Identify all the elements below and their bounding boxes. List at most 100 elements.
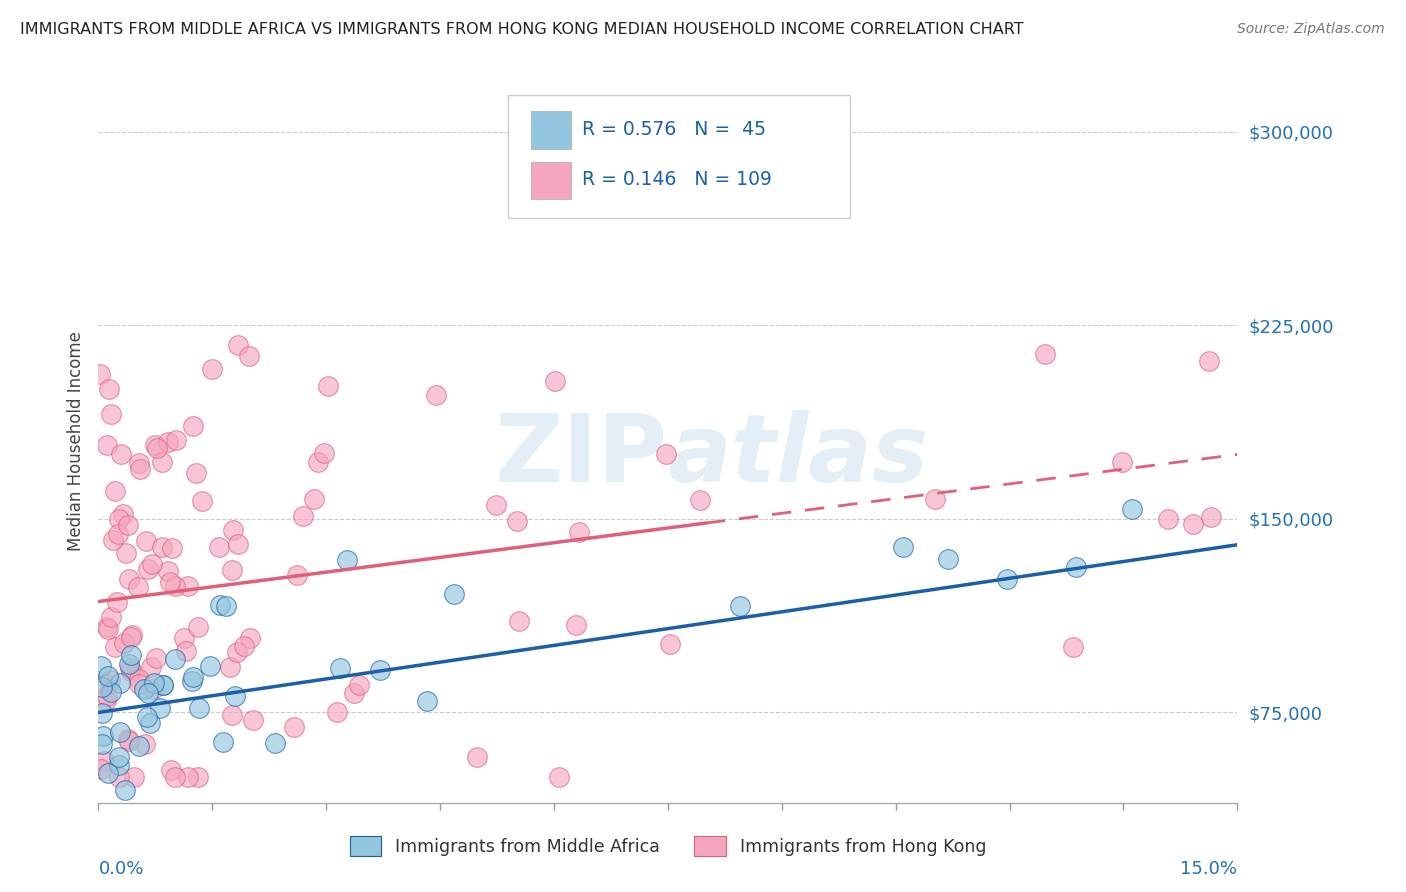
Point bbox=[97, 669, 120, 683]
Point bbox=[222, 523, 245, 537]
FancyBboxPatch shape bbox=[509, 95, 851, 218]
Point bbox=[224, 690, 246, 704]
Point bbox=[181, 419, 204, 434]
Point bbox=[316, 379, 339, 393]
Point bbox=[443, 587, 465, 601]
Point bbox=[368, 663, 391, 677]
Point bbox=[343, 686, 366, 700]
Point bbox=[127, 581, 149, 595]
Point bbox=[145, 651, 167, 665]
Point bbox=[96, 620, 118, 634]
Point bbox=[181, 674, 204, 689]
Point bbox=[329, 661, 352, 675]
Point bbox=[233, 639, 256, 653]
Point bbox=[117, 731, 139, 746]
Point bbox=[141, 660, 163, 674]
Point bbox=[108, 512, 131, 526]
Point bbox=[728, 599, 751, 613]
Point bbox=[110, 447, 132, 461]
Point bbox=[208, 598, 231, 612]
Point bbox=[134, 682, 156, 697]
Point bbox=[1066, 559, 1088, 574]
Point bbox=[264, 736, 287, 750]
Point bbox=[104, 640, 127, 654]
Point bbox=[101, 533, 124, 548]
Point bbox=[326, 706, 349, 720]
Point bbox=[425, 387, 447, 401]
Point bbox=[1111, 455, 1133, 469]
Point bbox=[108, 725, 131, 739]
Point bbox=[152, 678, 174, 692]
Point bbox=[128, 456, 150, 470]
Point bbox=[128, 677, 150, 691]
Point bbox=[139, 716, 162, 731]
Point bbox=[689, 493, 711, 508]
Point bbox=[97, 766, 120, 780]
Point bbox=[564, 617, 586, 632]
Point bbox=[312, 446, 335, 460]
Point bbox=[924, 492, 946, 507]
Point bbox=[221, 563, 243, 577]
Point bbox=[159, 575, 181, 590]
Point bbox=[568, 524, 591, 539]
Point bbox=[120, 630, 142, 644]
Point bbox=[283, 720, 305, 734]
Point bbox=[165, 770, 187, 784]
Point bbox=[145, 441, 167, 455]
Point bbox=[120, 664, 142, 678]
Point bbox=[228, 537, 250, 551]
Point bbox=[201, 361, 224, 376]
Point bbox=[285, 568, 308, 582]
Point bbox=[219, 660, 242, 674]
Text: IMMIGRANTS FROM MIDDLE AFRICA VS IMMIGRANTS FROM HONG KONG MEDIAN HOUSEHOLD INCO: IMMIGRANTS FROM MIDDLE AFRICA VS IMMIGRA… bbox=[20, 22, 1024, 37]
Point bbox=[121, 628, 143, 642]
Point bbox=[176, 770, 198, 784]
Point bbox=[465, 749, 488, 764]
Point bbox=[135, 534, 157, 549]
Point bbox=[347, 678, 370, 692]
Point bbox=[221, 708, 243, 723]
Point bbox=[98, 382, 121, 396]
Point bbox=[302, 491, 325, 506]
Point bbox=[93, 754, 115, 768]
Text: 15.0%: 15.0% bbox=[1180, 860, 1237, 878]
Point bbox=[129, 461, 152, 475]
Legend: Immigrants from Middle Africa, Immigrants from Hong Kong: Immigrants from Middle Africa, Immigrant… bbox=[343, 829, 993, 863]
Point bbox=[508, 615, 530, 629]
Point bbox=[184, 467, 207, 481]
Point bbox=[655, 447, 678, 461]
Point bbox=[1199, 509, 1222, 524]
Point bbox=[174, 644, 197, 658]
Point bbox=[156, 435, 179, 450]
Point bbox=[105, 595, 128, 609]
Point bbox=[152, 678, 174, 692]
Point bbox=[122, 770, 145, 784]
Point bbox=[96, 693, 118, 707]
Text: 0.0%: 0.0% bbox=[98, 860, 143, 878]
Point bbox=[90, 762, 112, 776]
Point bbox=[226, 645, 249, 659]
Point bbox=[165, 651, 187, 665]
Point bbox=[238, 349, 260, 363]
Point bbox=[165, 433, 187, 447]
Point bbox=[200, 659, 222, 673]
Point bbox=[91, 729, 114, 743]
Point bbox=[547, 770, 569, 784]
Point bbox=[292, 509, 315, 524]
Point bbox=[208, 540, 231, 554]
Point bbox=[141, 681, 163, 696]
Point bbox=[90, 681, 112, 695]
Text: R = 0.146   N = 109: R = 0.146 N = 109 bbox=[582, 170, 772, 189]
Point bbox=[104, 483, 127, 498]
Text: ZIP: ZIP bbox=[495, 410, 668, 502]
Point bbox=[1156, 512, 1178, 526]
Point bbox=[117, 518, 139, 533]
Point bbox=[89, 368, 111, 382]
Point bbox=[506, 514, 529, 528]
Point bbox=[997, 572, 1019, 586]
Point bbox=[215, 599, 238, 613]
Point bbox=[136, 562, 159, 576]
Point bbox=[96, 689, 118, 703]
Point bbox=[160, 541, 183, 556]
Bar bbox=[531, 112, 571, 149]
